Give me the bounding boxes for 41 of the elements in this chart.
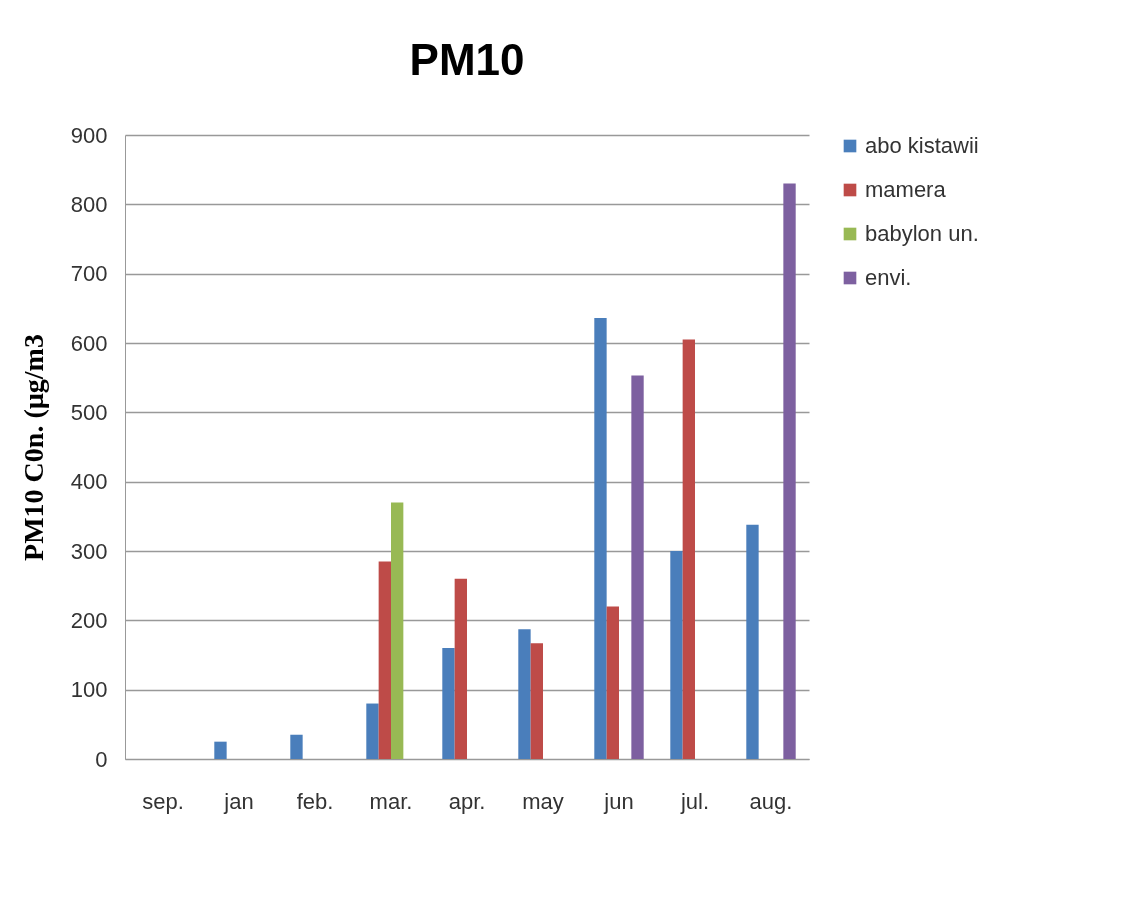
bar	[442, 648, 455, 759]
bar	[606, 606, 619, 759]
x-tick-label: jul.	[679, 788, 710, 814]
x-tick-label: feb.	[296, 788, 334, 814]
y-tick-label: 600	[70, 330, 108, 356]
y-tick-label: 500	[70, 399, 108, 425]
x-tick-label: jun	[603, 788, 634, 814]
legend-label: babylon un.	[865, 221, 979, 246]
x-tick-label: jan	[223, 788, 254, 814]
y-tick-label: 900	[70, 122, 108, 148]
bar	[783, 183, 796, 759]
bar	[518, 629, 531, 759]
y-tick-label: 400	[70, 469, 108, 495]
y-tick-label: 800	[70, 191, 108, 217]
bar	[214, 741, 227, 759]
y-tick-label: 300	[70, 538, 108, 564]
x-tick-label: aug.	[749, 788, 793, 814]
y-tick-label: 100	[70, 677, 108, 703]
y-tick-label: 0	[95, 746, 108, 772]
bar	[366, 703, 379, 759]
x-tick-label: apr.	[448, 788, 486, 814]
y-tick-label: 700	[70, 261, 108, 287]
chart-title: PM10	[409, 35, 525, 84]
y-axis-title: PM10 C0n. (µg/m3	[17, 334, 49, 561]
bar	[746, 524, 759, 759]
legend-label: envi.	[865, 265, 912, 290]
bar	[454, 578, 467, 759]
bar	[682, 339, 695, 759]
x-tick-label: sep.	[142, 788, 184, 814]
legend-label: mamera	[865, 177, 947, 202]
bar	[378, 561, 391, 759]
bar	[290, 734, 303, 759]
x-tick-label: may	[522, 788, 564, 814]
bar	[530, 643, 543, 759]
x-tick-label: mar.	[369, 788, 413, 814]
y-tick-label: 200	[70, 607, 108, 633]
bar	[631, 375, 644, 759]
bar	[670, 551, 683, 759]
bar	[391, 502, 404, 759]
bar	[594, 318, 607, 759]
legend-label: abo kistawii	[865, 133, 979, 158]
